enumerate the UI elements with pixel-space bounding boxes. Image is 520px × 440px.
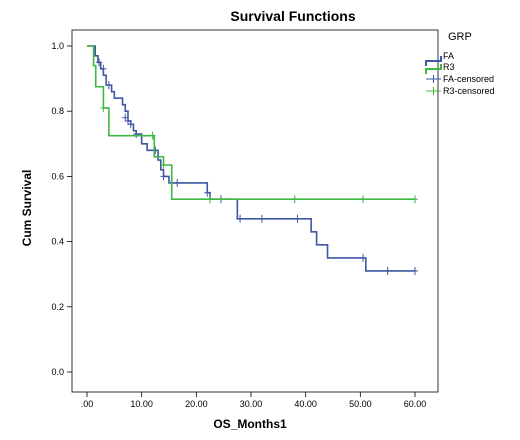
legend-swatch-r3 <box>425 64 442 74</box>
legend-entry-r3: R3 <box>425 62 455 74</box>
y-tick-label: 0.2 <box>51 302 64 312</box>
legend-label-r3: R3 <box>443 62 455 72</box>
x-tick-label: 40.00 <box>294 399 317 409</box>
legend-title: GRP <box>448 31 472 43</box>
x-tick-label: 20.00 <box>185 399 208 409</box>
plot-frame <box>71 29 439 393</box>
legend-label-fa: FA <box>443 51 454 61</box>
y-tick-label: 0.6 <box>51 171 64 181</box>
legend-entry-fa: FA <box>425 51 454 66</box>
y-tick-label: 0.4 <box>51 237 64 247</box>
y-tick-label: 0.0 <box>51 367 64 377</box>
legend: GRP FA R3 FA-censored R3-censored <box>425 31 495 96</box>
x-tick-label: 60.00 <box>404 399 427 409</box>
chart-title: Survival Functions <box>230 8 355 24</box>
series-line-fa <box>87 45 415 272</box>
x-tick-label: 50.00 <box>349 399 372 409</box>
y-tick-label: 0.8 <box>51 106 64 116</box>
y-tick-label: 1.0 <box>51 41 64 51</box>
series-line-r3 <box>87 45 415 201</box>
legend-label-r3-censored: R3-censored <box>443 86 495 96</box>
legend-entry-fa-censored: FA-censored <box>426 74 494 84</box>
x-tick-label: 30.00 <box>240 399 263 409</box>
y-axis-label: Cum Survival <box>20 170 34 247</box>
x-tick-label: .00 <box>81 399 94 409</box>
legend-swatch-fa <box>425 56 442 66</box>
legend-entry-r3-censored: R3-censored <box>426 86 495 96</box>
x-tick-label: 10.00 <box>130 399 153 409</box>
legend-label-fa-censored: FA-censored <box>443 74 494 84</box>
x-axis-label: OS_Months1 <box>213 417 287 431</box>
